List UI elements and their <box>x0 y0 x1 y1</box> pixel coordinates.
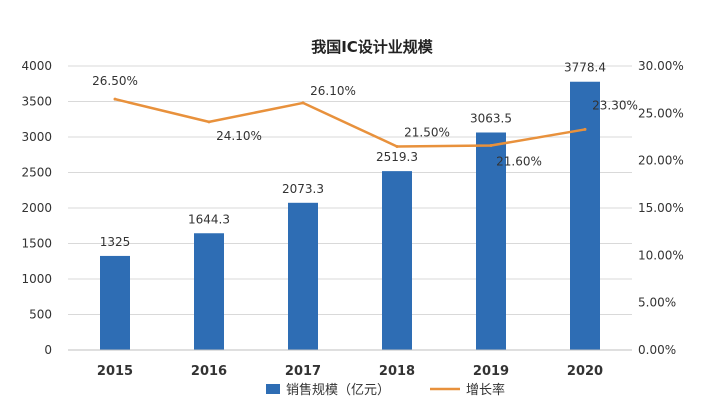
line-value-label: 21.50% <box>404 125 450 139</box>
bar-value-label: 2073.3 <box>282 182 324 196</box>
left-tick-label: 0 <box>44 343 52 357</box>
legend: 销售规模（亿元） 增长率 <box>266 382 505 398</box>
x-tick-label: 2020 <box>567 364 603 379</box>
grid-layer <box>68 65 632 315</box>
x-tick-label: 2017 <box>285 364 321 379</box>
left-tick-label: 500 <box>29 308 52 322</box>
left-tick-label: 4000 <box>21 59 52 73</box>
left-tick-label: 1500 <box>21 237 52 251</box>
x-tick-label: 2015 <box>97 364 133 379</box>
right-tick-label: 30.00% <box>638 59 684 73</box>
bar-value-label: 3063.5 <box>470 111 512 125</box>
legend-label-bar: 销售规模（亿元） <box>286 382 390 398</box>
bar-value-label: 3778.4 <box>564 61 606 75</box>
left-tick-label: 3000 <box>21 130 52 144</box>
line-value-label: 23.30% <box>592 98 638 112</box>
bar <box>382 171 412 350</box>
right-tick-label: 0.00% <box>638 343 676 357</box>
right-tick-label: 5.00% <box>638 296 676 310</box>
x-axis: 2015 2016 2017 2018 2019 2020 <box>68 349 632 379</box>
line-value-label: 26.10% <box>310 84 356 98</box>
line-value-label: 24.10% <box>216 129 262 143</box>
x-tick-label: 2018 <box>379 364 415 379</box>
line-point <box>583 127 587 131</box>
legend-swatch-bar <box>266 384 280 394</box>
bar <box>194 233 224 350</box>
left-axis: 0 500 1000 1500 2000 2500 3000 3500 4000 <box>21 59 52 357</box>
bar-series: 1325 1644.3 2073.3 2519.3 3063.5 3778.4 <box>100 61 606 351</box>
left-tick-label: 2000 <box>21 201 52 215</box>
x-tick-label: 2019 <box>473 364 509 379</box>
line-point <box>207 120 211 124</box>
right-tick-label: 25.00% <box>638 106 684 120</box>
line-value-label: 21.60% <box>496 155 542 169</box>
bar-value-label: 1325 <box>100 235 131 249</box>
line-series: 26.50% 24.10% 26.10% 21.50% 21.60% 23.30% <box>92 74 638 168</box>
x-tick-label: 2016 <box>191 364 227 379</box>
bar <box>476 132 506 350</box>
right-tick-label: 20.00% <box>638 154 684 168</box>
bar <box>570 81 600 351</box>
left-tick-label: 2500 <box>21 166 52 180</box>
growth-rate-line <box>114 97 586 148</box>
line-point <box>301 101 305 105</box>
bar-value-label: 2519.3 <box>376 150 418 164</box>
right-tick-label: 15.00% <box>638 201 684 215</box>
line-point <box>489 144 493 148</box>
legend-label-line: 增长率 <box>466 382 505 398</box>
left-tick-label: 3500 <box>21 95 52 109</box>
left-tick-label: 1000 <box>21 272 52 286</box>
line-point <box>395 144 399 148</box>
right-axis: 0.00% 5.00% 10.00% 15.00% 20.00% 25.00% 30.00% <box>638 59 684 357</box>
bar-value-label: 1644.3 <box>188 212 230 226</box>
chart-title: 我国IC设计业规模 <box>311 38 434 56</box>
bar <box>288 202 318 350</box>
line-point <box>113 97 117 101</box>
bar <box>100 255 130 350</box>
line-value-label: 26.50% <box>92 74 138 88</box>
right-tick-label: 10.00% <box>638 248 684 262</box>
